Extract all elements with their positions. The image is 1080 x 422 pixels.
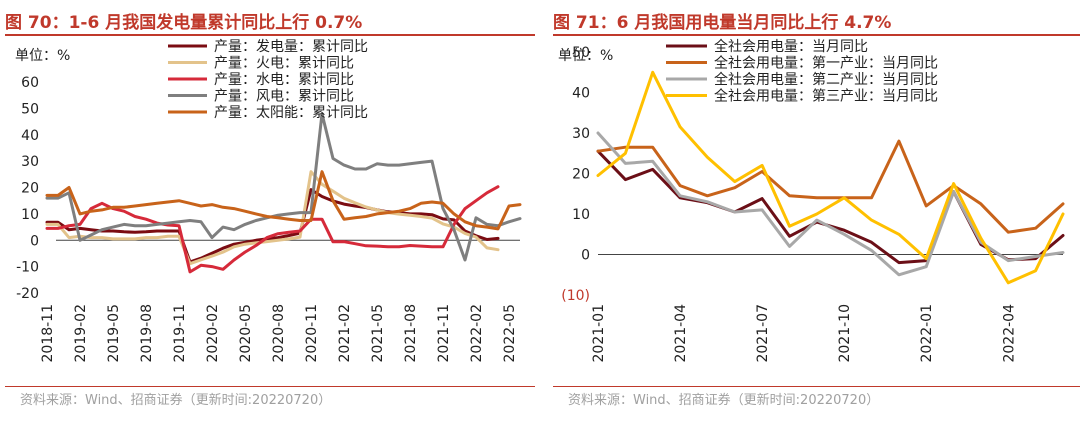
x-tick-label: 2019-05 [106, 304, 122, 363]
y-tick-label: 20 [572, 167, 590, 183]
y-tick-label: 50 [21, 101, 39, 117]
series-line [45, 170, 522, 231]
line-chart: 单位：% (10) 0 10 20 30 40 50 2021-01 2021-04 2021-07… [558, 38, 1065, 363]
x-tick-label: 2021-01 [591, 304, 607, 363]
y-tick-label: 10 [572, 207, 590, 223]
chart-panel-left: 图 70：1-6 月我国发电量累计同比上行 0.7% 单位：% -20 -10 0 10… [0, 0, 535, 422]
y-tick-label: 20 [21, 181, 39, 197]
legend-label: 全社会用电量：第一产业：当月同比 [714, 55, 938, 72]
unit-label: 单位：% [558, 48, 613, 64]
x-tick-label: 2021-11 [436, 304, 452, 363]
legend-label: 全社会用电量：第二产业：当月同比 [714, 71, 938, 88]
y-tick-label: 30 [572, 126, 590, 142]
title-rule [553, 34, 1080, 36]
y-tick-label: 0 [581, 248, 590, 264]
series-line [45, 185, 500, 274]
x-tick-label: 2022-02 [469, 304, 485, 363]
series-line [596, 70, 1065, 285]
legend-label: 产量：风电：累计同比 [214, 89, 354, 105]
source-rule [553, 386, 1080, 387]
source-note: 资料来源：Wind、招商证券（更新时间:20220720） [20, 393, 332, 408]
y-tick-label: 50 [572, 45, 590, 61]
legend-label: 产量：太阳能：累计同比 [214, 105, 368, 121]
y-tick-label: 0 [30, 233, 39, 249]
legend-label: 产量：火电：累计同比 [214, 56, 354, 72]
y-tick-label: -20 [16, 286, 39, 302]
x-tick-label: 2022-05 [502, 304, 518, 363]
x-tick-label: 2022-04 [1001, 304, 1017, 363]
y-tick-label: 30 [21, 154, 39, 170]
x-tick-label: 2021-04 [673, 304, 689, 363]
figure-title: 图 71：6 月我国用电量当月同比上行 4.7% [553, 13, 892, 33]
legend-label: 产量：水电：累计同比 [214, 72, 354, 88]
series-line [596, 139, 1065, 234]
x-tick-label: 2021-07 [755, 304, 771, 363]
line-chart: 单位：% -20 -10 0 10 20 30 40 50 60 2018-11 2019-02 201… [15, 39, 522, 363]
x-tick-label: 2019-08 [139, 304, 155, 363]
y-tick-label: 60 [21, 75, 39, 91]
source-rule [5, 386, 535, 387]
figure-title: 图 70：1-6 月我国发电量累计同比上行 0.7% [5, 13, 363, 33]
y-tick-label: 10 [21, 207, 39, 223]
x-tick-label: 2020-02 [205, 304, 221, 363]
x-tick-label: 2021-08 [403, 304, 419, 363]
title-rule [5, 34, 535, 36]
x-tick-label: 2021-10 [837, 304, 853, 363]
x-tick-label: 2021-02 [337, 304, 353, 363]
series-line [45, 188, 500, 264]
chart-panel-right: 图 71：6 月我国用电量当月同比上行 4.7% 单位：% (10) 0 10 20 30… [548, 0, 1080, 422]
series-line [45, 112, 522, 262]
y-tick-label: -10 [16, 260, 39, 276]
y-tick-label: 40 [21, 128, 39, 144]
legend-label: 产量：发电量：累计同比 [214, 39, 368, 55]
x-tick-label: 2020-05 [238, 304, 254, 363]
x-tick-label: 2019-11 [172, 304, 188, 363]
unit-label: 单位：% [15, 48, 70, 64]
x-tick-label: 2020-11 [304, 304, 320, 363]
source-note: 资料来源：Wind、招商证券（更新时间:20220720） [568, 393, 880, 408]
series-line [596, 131, 1065, 277]
series-line [45, 170, 500, 266]
x-tick-label: 2021-05 [370, 304, 386, 363]
x-tick-label: 2019-02 [73, 304, 89, 363]
x-tick-label: 2020-08 [271, 304, 287, 363]
y-tick-label: (10) [561, 288, 590, 304]
x-tick-label: 2022-01 [919, 304, 935, 363]
y-tick-label: 40 [572, 86, 590, 102]
legend-label: 全社会用电量：第三产业：当月同比 [714, 88, 938, 105]
legend-label: 全社会用电量：当月同比 [714, 38, 868, 55]
x-tick-label: 2018-11 [40, 304, 56, 363]
